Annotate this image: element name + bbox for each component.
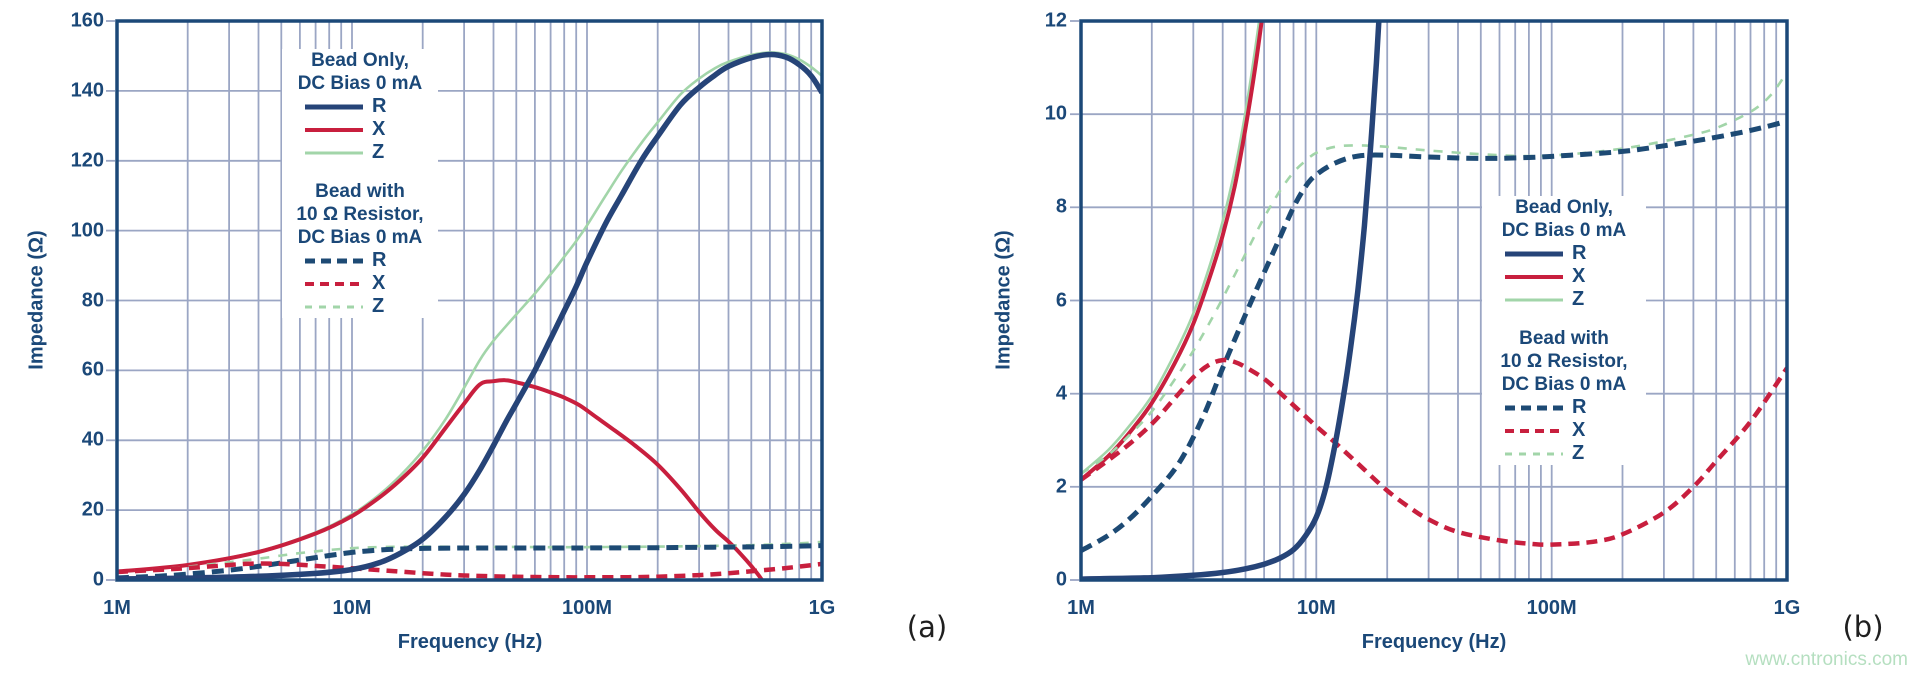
y-tick-label: 40 xyxy=(81,428,104,451)
series-X-dashed xyxy=(1082,357,1786,547)
y-tick-label: 10 xyxy=(1044,102,1067,125)
legend-line-swatch xyxy=(1505,274,1563,279)
legend-label: X xyxy=(1572,265,1586,287)
legend-title-line: Bead with xyxy=(315,181,405,202)
y-tick-label: 2 xyxy=(1055,475,1067,498)
series-Z-solid xyxy=(1082,22,1261,475)
legend-line-swatch xyxy=(1505,405,1563,410)
legend-label: R xyxy=(372,95,387,117)
plot-frame xyxy=(115,19,824,582)
series-R-dashed xyxy=(118,543,821,579)
series-R-dashed xyxy=(1082,118,1786,553)
legend-entry-X: X xyxy=(305,272,438,295)
chart-b xyxy=(1070,19,1789,582)
series-X-solid xyxy=(118,378,764,579)
y-tick-label: 12 xyxy=(1044,9,1067,32)
legend-entry-Z: Z xyxy=(1505,288,1646,311)
chart-a xyxy=(106,19,824,582)
legend-label: X xyxy=(372,272,386,294)
series-Z-dashed xyxy=(1082,71,1786,475)
x-tick-label: 1G xyxy=(808,597,836,619)
legend-line-swatch xyxy=(1505,428,1563,433)
legend-line-swatch xyxy=(1505,251,1563,256)
legend-entry-R: R xyxy=(305,95,438,118)
legend-line-swatch xyxy=(305,305,363,308)
legend-title-line: Bead Only, xyxy=(311,50,409,71)
y-tick-label: 8 xyxy=(1055,195,1067,218)
legend-entry-X: X xyxy=(1505,419,1646,442)
legend-entry-Z: Z xyxy=(305,295,438,318)
y-tick-label: 80 xyxy=(81,289,104,311)
y-tick-label: 0 xyxy=(1055,568,1067,591)
y-tick-label: 100 xyxy=(70,219,104,242)
x-tick-label: 100M xyxy=(561,597,613,619)
legend-entry-R: R xyxy=(1505,242,1646,265)
legend-line-swatch xyxy=(305,281,363,286)
legend-title-line: Bead with xyxy=(1519,328,1609,349)
legend-line-swatch xyxy=(305,258,363,263)
legend-title-line: 10 Ω Resistor, xyxy=(296,204,424,225)
series-Z-dashed xyxy=(118,540,821,573)
legend-line-swatch xyxy=(305,127,363,132)
legend-line-swatch xyxy=(1505,298,1563,301)
y-tick-label: 160 xyxy=(70,9,104,32)
subfigure-caption-a: (a) xyxy=(906,610,948,644)
series-Z-solid xyxy=(118,51,821,573)
series-R-solid xyxy=(118,51,821,579)
y-tick-label: 0 xyxy=(92,568,104,591)
legend-chart-b: Bead Only, DC Bias 0 mA R X Z Bead with 10 Ω R… xyxy=(1482,196,1646,465)
legend-line-swatch xyxy=(305,151,363,154)
y-tick-label: 120 xyxy=(70,149,104,172)
plot-frame xyxy=(1079,19,1789,582)
legend-label: Z xyxy=(1572,288,1585,310)
legend-label: X xyxy=(1572,419,1586,441)
y-tick-label: 60 xyxy=(81,358,104,381)
subfigure-caption-b: (b) xyxy=(1842,610,1884,644)
y-tick-label: 140 xyxy=(70,79,104,102)
legend-title-line: DC Bias 0 mA xyxy=(1501,374,1627,395)
legend-title-line: DC Bias 0 mA xyxy=(297,227,423,248)
watermark-text: www.cntronics.com xyxy=(1745,649,1908,670)
series-X-solid xyxy=(1082,22,1264,482)
legend-label: R xyxy=(1572,242,1587,264)
series-R-solid xyxy=(1082,22,1382,579)
y-axis-title-a: Impedance (Ω) xyxy=(25,230,48,370)
legend-entry-X: X xyxy=(305,118,438,141)
legend-entry-Z: Z xyxy=(1505,442,1646,465)
legend-label: R xyxy=(1572,396,1587,418)
y-tick-label: 4 xyxy=(1055,382,1067,405)
series-X-dashed xyxy=(118,561,821,579)
legend-line-swatch xyxy=(305,104,363,109)
legend-entry-R: R xyxy=(1505,396,1646,419)
legend-entry-X: X xyxy=(1505,265,1646,288)
legend-chart-a: Bead Only, DC Bias 0 mA R X Z Bead with 10 Ω R… xyxy=(282,49,438,318)
legend-title-line: 10 Ω Resistor, xyxy=(1500,351,1628,372)
legend-label: X xyxy=(372,118,386,140)
x-tick-label: 100M xyxy=(1526,597,1577,619)
legend-entry-R: R xyxy=(305,249,438,272)
legend-title-line: DC Bias 0 mA xyxy=(1501,220,1627,241)
legend-label: Z xyxy=(372,295,385,317)
x-tick-label: 1G xyxy=(1773,597,1801,619)
x-tick-label: 1M xyxy=(1067,597,1095,619)
legend-label: Z xyxy=(372,141,385,163)
y-tick-label: 20 xyxy=(81,498,104,521)
legend-entry-Z: Z xyxy=(305,141,438,164)
x-axis-title-b: Frequency (Hz) xyxy=(1361,631,1507,653)
y-tick-label: 6 xyxy=(1055,289,1067,311)
legend-title-line: Bead Only, xyxy=(1515,197,1613,218)
x-tick-label: 10M xyxy=(332,597,372,619)
x-tick-label: 1M xyxy=(103,597,131,619)
legend-line-swatch xyxy=(1505,452,1563,455)
x-axis-title-a: Frequency (Hz) xyxy=(397,631,543,653)
legend-title-line: DC Bias 0 mA xyxy=(297,73,423,94)
legend-label: R xyxy=(372,249,387,271)
y-axis-title-b: Impedance (Ω) xyxy=(992,230,1015,370)
x-tick-label: 10M xyxy=(1296,597,1336,619)
legend-label: Z xyxy=(1572,442,1585,464)
